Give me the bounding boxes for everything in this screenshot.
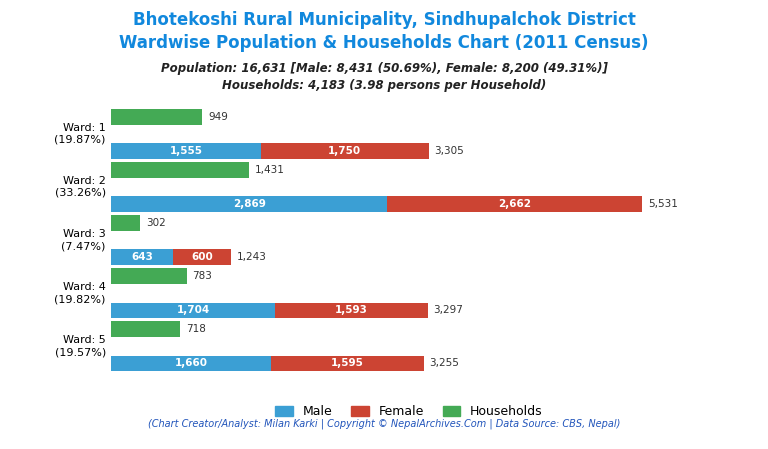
Bar: [111, 197, 387, 212]
Text: 2,869: 2,869: [233, 199, 266, 209]
Text: 5,531: 5,531: [648, 199, 678, 209]
Text: 302: 302: [146, 218, 166, 228]
Text: 783: 783: [192, 271, 212, 281]
Bar: [111, 268, 187, 284]
Text: Wardwise Population & Households Chart (2011 Census): Wardwise Population & Households Chart (…: [119, 34, 649, 52]
Bar: [387, 197, 642, 212]
Text: Households: 4,183 (3.98 persons per Household): Households: 4,183 (3.98 persons per Hous…: [222, 79, 546, 92]
Text: 1,595: 1,595: [331, 358, 364, 369]
Bar: [271, 356, 424, 371]
Text: 600: 600: [191, 252, 213, 263]
Bar: [111, 356, 271, 371]
Text: 949: 949: [208, 112, 228, 122]
Text: (Chart Creator/Analyst: Milan Karki | Copyright © NepalArchives.Com | Data Sourc: (Chart Creator/Analyst: Milan Karki | Co…: [147, 418, 621, 429]
Bar: [111, 143, 260, 159]
Bar: [173, 250, 230, 265]
Text: 1,243: 1,243: [237, 252, 266, 263]
Bar: [275, 303, 428, 318]
Text: 3,305: 3,305: [435, 146, 464, 156]
Text: 1,750: 1,750: [328, 146, 361, 156]
Text: Bhotekoshi Rural Municipality, Sindhupalchok District: Bhotekoshi Rural Municipality, Sindhupal…: [133, 11, 635, 29]
Legend: Male, Female, Households: Male, Female, Households: [270, 400, 548, 423]
Bar: [111, 303, 275, 318]
Text: 1,593: 1,593: [335, 305, 368, 316]
Bar: [111, 321, 180, 337]
Text: 1,431: 1,431: [254, 165, 284, 175]
Text: 643: 643: [131, 252, 153, 263]
Text: 1,704: 1,704: [177, 305, 210, 316]
Bar: [111, 215, 141, 231]
Text: Population: 16,631 [Male: 8,431 (50.69%), Female: 8,200 (49.31%)]: Population: 16,631 [Male: 8,431 (50.69%)…: [161, 62, 607, 75]
Bar: [111, 109, 203, 125]
Text: 1,660: 1,660: [174, 358, 207, 369]
Bar: [111, 250, 173, 265]
Text: 718: 718: [186, 324, 206, 334]
Text: 3,255: 3,255: [429, 358, 459, 369]
Bar: [111, 162, 249, 178]
Text: 2,662: 2,662: [498, 199, 531, 209]
Text: 1,555: 1,555: [170, 146, 203, 156]
Bar: [260, 143, 429, 159]
Text: 3,297: 3,297: [434, 305, 464, 316]
